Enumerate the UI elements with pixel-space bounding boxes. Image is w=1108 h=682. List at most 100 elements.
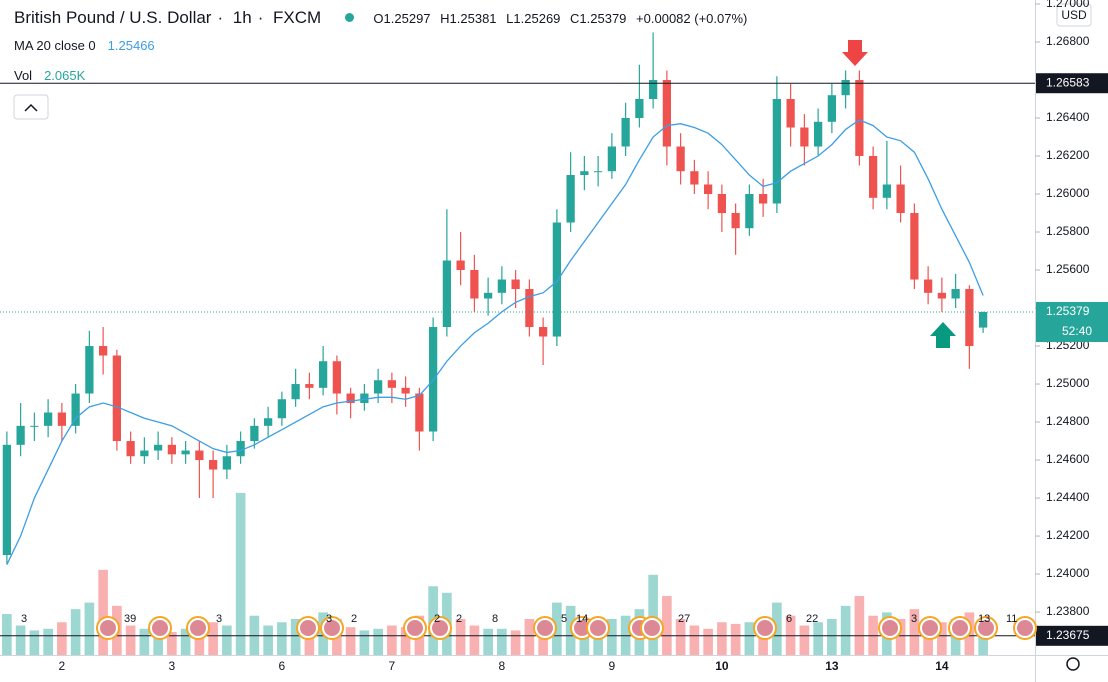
ma-legend: MA 20 close 0 1.25466: [14, 38, 161, 53]
candle-body: [552, 222, 561, 337]
candle-body: [470, 270, 479, 299]
candle-body: [965, 289, 974, 347]
ohlc-letter: L: [506, 11, 514, 26]
currency-box[interactable]: [1056, 3, 1092, 27]
volume-bar: [662, 596, 672, 655]
candle-body: [497, 279, 506, 293]
candle-body: [374, 380, 383, 394]
event-flag-inner: [324, 620, 340, 636]
price-label-box: [1036, 73, 1108, 94]
candle-body: [621, 118, 630, 147]
volume-bar: [730, 623, 741, 655]
volume-bar: [510, 630, 521, 655]
ohlc-value: 1.25297: [383, 11, 431, 26]
event-flag-inner: [590, 620, 606, 636]
event-flag-inner: [882, 620, 898, 636]
candle-body: [222, 456, 231, 470]
y-tick-label: 1.26800: [1046, 34, 1090, 48]
candle-body: [99, 346, 108, 356]
current-price-box: [1036, 302, 1108, 343]
volume-bar: [373, 628, 383, 655]
ohlc-letter: C: [570, 11, 580, 26]
volume-bar: [15, 625, 26, 655]
event-flag-inner: [644, 620, 660, 636]
volume-bar: [895, 618, 906, 655]
candle-body: [676, 146, 685, 172]
y-tick-label: 1.24000: [1046, 566, 1090, 580]
change: +0.00082 (+0.07%): [636, 11, 748, 26]
volume-bar: [29, 630, 40, 655]
event-flag-inner: [432, 620, 448, 636]
volume-bar: [208, 622, 218, 655]
volume-label: Vol: [14, 68, 33, 83]
volume-bar: [909, 609, 920, 655]
volume-bar: [277, 622, 287, 655]
price-label: 1.23675: [1046, 628, 1090, 642]
candle-body: [594, 171, 603, 173]
candle-body: [291, 384, 300, 400]
candle-body: [607, 146, 616, 172]
event-count: 6: [786, 613, 792, 625]
candle-body: [786, 99, 795, 128]
ohlc-value: 1.25381: [449, 11, 497, 26]
event-count: 5: [561, 613, 567, 625]
x-tick-label: 3: [169, 659, 176, 673]
event-flag-inner: [1017, 620, 1033, 636]
down-arrow: [842, 40, 868, 66]
event-count: 2: [456, 613, 462, 625]
candle-body: [387, 380, 396, 388]
up-arrow: [930, 322, 956, 348]
candle-body: [841, 79, 850, 96]
candle-body: [195, 450, 204, 461]
volume-bar: [387, 625, 397, 655]
x-tick-label: 7: [389, 659, 396, 673]
event-count: 27: [678, 613, 690, 625]
candle-body: [236, 441, 245, 457]
candle-body: [662, 79, 671, 147]
candle-body: [140, 450, 149, 457]
current-price-label: 1.25379: [1046, 304, 1090, 318]
candle-body: [704, 184, 713, 195]
candle-body: [126, 441, 135, 457]
candle-body: [717, 194, 726, 214]
collapse-button[interactable]: [13, 94, 49, 120]
candle-body: [346, 393, 355, 404]
x-tick-label: 9: [609, 659, 616, 673]
volume-bar: [593, 625, 603, 655]
candle-body: [896, 184, 905, 214]
candle-body: [456, 260, 465, 271]
candle-body: [731, 213, 740, 229]
x-tick-label: 10: [715, 659, 729, 673]
candle-body: [85, 346, 94, 394]
symbol-title: British Pound / U.S. Dollar: [14, 8, 212, 27]
status-dot: [344, 13, 354, 22]
volume-bar: [98, 569, 108, 655]
volume-value: 2.065K: [44, 68, 86, 83]
y-tick-label: 1.25000: [1046, 376, 1090, 390]
volume-bar: [455, 618, 466, 655]
candle-body: [566, 175, 575, 223]
candle-body: [264, 418, 273, 426]
y-tick-label: 1.25600: [1046, 262, 1090, 276]
volume-bar: [758, 625, 768, 655]
candle-body: [690, 171, 699, 185]
candle-body: [827, 95, 836, 122]
volume-bar: [345, 627, 356, 655]
candle-body: [525, 289, 534, 328]
x-tick-label: 13: [825, 659, 839, 673]
volume-bar: [167, 632, 177, 655]
event-flag-inner: [152, 620, 168, 636]
ohlc-letter: O: [373, 11, 384, 26]
volume-bar: [400, 627, 411, 655]
candle-body: [2, 444, 11, 556]
event-count: 2: [351, 613, 357, 625]
candle-body: [401, 387, 410, 394]
event-flag-inner: [190, 620, 206, 636]
settings-icon[interactable]: [1066, 657, 1080, 671]
candle-body: [511, 279, 520, 290]
candle-body: [360, 393, 369, 404]
candle-body: [167, 444, 176, 455]
y-tick-label: 1.24800: [1046, 414, 1090, 428]
candle-body: [484, 292, 493, 299]
event-count: 39: [124, 613, 136, 625]
